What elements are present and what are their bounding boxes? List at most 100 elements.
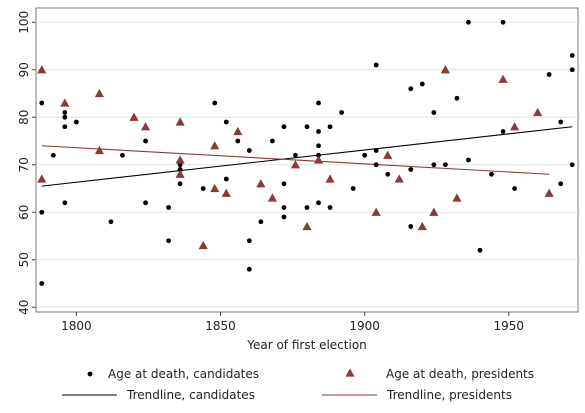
president-point — [256, 179, 266, 188]
candidate-point — [558, 119, 564, 125]
candidate-point — [466, 157, 471, 163]
president-point — [210, 141, 220, 150]
president-point — [313, 155, 324, 164]
candidate-point — [569, 162, 575, 168]
president-point — [198, 240, 208, 250]
y-tick-label: 40 — [17, 300, 31, 315]
data-points — [37, 19, 575, 286]
candidate-point — [281, 124, 287, 130]
candidate-point — [477, 247, 483, 253]
candidate-point — [281, 205, 287, 210]
x-tick-label: 1800 — [61, 319, 92, 333]
candidate-point — [258, 219, 264, 225]
candidate-point — [569, 53, 575, 58]
president-point — [175, 155, 185, 164]
president-point — [371, 207, 381, 216]
candidate-point — [408, 167, 414, 172]
president-point — [383, 150, 393, 159]
x-axis-label: Year of first election — [246, 338, 367, 352]
president-point — [267, 193, 278, 202]
x-axis: 1800 1850 1900 1950 — [61, 312, 524, 333]
candidate-point — [246, 238, 252, 244]
candidate-point — [408, 224, 414, 229]
y-axis: 40 50 60 70 80 90 100 — [17, 11, 36, 315]
president-point — [94, 88, 105, 98]
candidate-point — [62, 200, 68, 206]
president-point — [221, 188, 231, 197]
candidate-point — [235, 138, 241, 144]
candidate-point — [431, 110, 437, 115]
candidate-point — [316, 143, 321, 149]
legend-label: Trendline, candidates — [126, 388, 255, 402]
y-tick-label: 100 — [17, 11, 31, 34]
candidate-point — [293, 152, 298, 158]
candidate-point — [120, 152, 125, 158]
candidate-point — [143, 200, 148, 206]
candidate-point — [350, 186, 356, 191]
legend-triangle-key — [345, 368, 355, 377]
y-tick-label: 50 — [17, 252, 31, 267]
candidate-point — [558, 181, 564, 187]
candidate-point — [316, 200, 321, 206]
y-tick-label: 80 — [17, 110, 31, 125]
president-point — [302, 221, 312, 231]
candidate-point — [512, 186, 517, 191]
x-tick-label: 1850 — [205, 319, 236, 333]
president-point — [210, 183, 220, 193]
candidate-point — [431, 162, 437, 168]
president-point — [129, 112, 139, 121]
candidate-point — [223, 176, 229, 182]
president-point — [452, 193, 462, 202]
president-point — [140, 122, 151, 131]
candidate-point — [304, 205, 310, 210]
candidate-point — [408, 86, 414, 92]
legend-label: Trendline, presidents — [386, 388, 512, 402]
candidate-point — [500, 129, 506, 134]
candidate-point — [316, 100, 321, 106]
trendline — [41, 145, 550, 175]
candidate-point — [373, 62, 379, 68]
candidate-point — [373, 162, 379, 168]
president-point — [533, 107, 543, 117]
candidate-point — [212, 100, 218, 106]
legend-circle-key — [87, 371, 93, 377]
president-point — [429, 207, 439, 216]
candidate-point — [362, 152, 368, 158]
legend-label: Age at death, candidates — [108, 367, 259, 381]
president-point — [417, 221, 427, 231]
plot-frame — [35, 7, 579, 313]
candidate-point — [62, 114, 68, 120]
candidate-point — [316, 152, 321, 158]
candidate-point — [177, 181, 183, 187]
president-point — [37, 65, 47, 74]
candidate-point — [39, 100, 45, 106]
y-tick-label: 60 — [17, 205, 31, 220]
candidate-point — [419, 81, 425, 87]
trendlines — [41, 126, 573, 187]
candidate-point — [246, 148, 252, 153]
candidate-point — [270, 138, 275, 144]
candidate-point — [327, 205, 333, 210]
president-point — [544, 188, 554, 197]
president-point — [509, 122, 520, 131]
y-tick-label: 70 — [17, 157, 31, 172]
candidate-point — [62, 124, 68, 130]
candidate-point — [454, 95, 460, 101]
legend-item: Trendline, candidates — [62, 388, 255, 402]
candidate-point — [316, 129, 321, 134]
candidate-point — [385, 171, 391, 177]
president-point — [440, 65, 450, 74]
president-point — [60, 98, 70, 107]
candidate-point — [166, 205, 172, 210]
candidate-point — [489, 171, 494, 177]
candidate-point — [500, 19, 506, 25]
candidate-point — [39, 209, 45, 215]
president-point — [498, 74, 508, 83]
president-point — [37, 174, 47, 183]
candidate-point — [166, 238, 172, 244]
legend-item: Age at death, candidates — [87, 367, 259, 381]
candidate-point — [246, 266, 252, 272]
candidate-point — [39, 281, 45, 286]
president-point — [175, 117, 185, 126]
candidate-point — [177, 167, 183, 172]
